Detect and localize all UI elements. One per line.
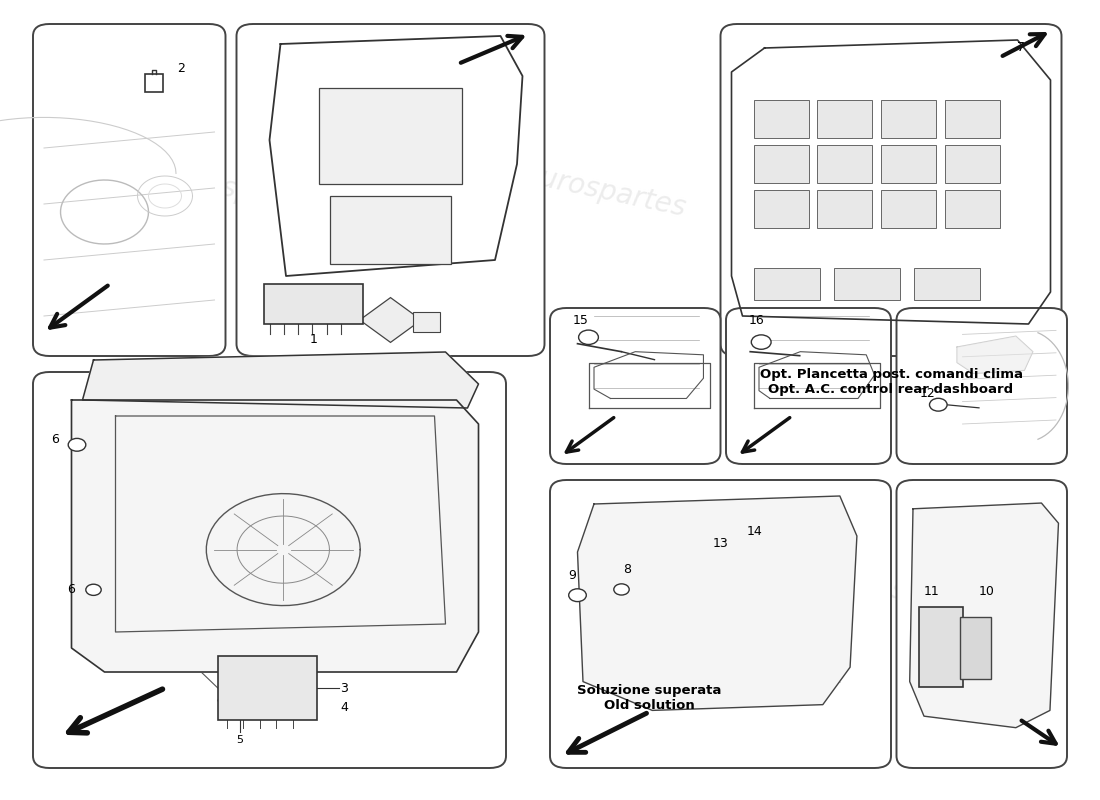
Text: 5: 5 bbox=[236, 735, 243, 745]
FancyBboxPatch shape bbox=[896, 480, 1067, 768]
Bar bbox=[817, 100, 872, 138]
Bar bbox=[918, 607, 962, 687]
Circle shape bbox=[579, 330, 598, 345]
Circle shape bbox=[930, 398, 947, 411]
Polygon shape bbox=[578, 496, 857, 710]
Text: Soluzione superata
Old solution: Soluzione superata Old solution bbox=[576, 684, 722, 712]
Text: eurospartes: eurospartes bbox=[740, 545, 910, 607]
FancyBboxPatch shape bbox=[236, 24, 544, 356]
Text: 7: 7 bbox=[1016, 41, 1024, 54]
Circle shape bbox=[68, 438, 86, 451]
Polygon shape bbox=[957, 336, 1033, 374]
Bar bbox=[754, 100, 808, 138]
Polygon shape bbox=[360, 298, 421, 342]
Polygon shape bbox=[72, 400, 478, 672]
Text: Opt. Plancetta post. comandi clima
Opt. A.C. control rear dashboard: Opt. Plancetta post. comandi clima Opt. … bbox=[759, 368, 1023, 396]
Bar bbox=[319, 88, 462, 184]
Text: 2: 2 bbox=[177, 62, 186, 74]
FancyBboxPatch shape bbox=[896, 308, 1067, 464]
Bar bbox=[960, 617, 991, 679]
Text: 1: 1 bbox=[309, 334, 318, 346]
Text: 6: 6 bbox=[51, 433, 59, 446]
Bar bbox=[145, 74, 163, 92]
Circle shape bbox=[569, 589, 586, 602]
Circle shape bbox=[86, 584, 101, 595]
Text: 8: 8 bbox=[623, 563, 631, 576]
FancyBboxPatch shape bbox=[550, 308, 720, 464]
Text: eurospartes: eurospartes bbox=[520, 161, 690, 223]
Polygon shape bbox=[82, 352, 478, 408]
Bar bbox=[330, 196, 451, 264]
Text: eurospartes: eurospartes bbox=[157, 161, 327, 223]
Bar bbox=[881, 145, 936, 183]
Bar bbox=[412, 312, 440, 332]
FancyBboxPatch shape bbox=[550, 480, 891, 768]
Bar bbox=[817, 190, 872, 228]
Bar bbox=[881, 100, 936, 138]
Bar bbox=[817, 145, 872, 183]
Circle shape bbox=[751, 335, 771, 350]
Bar bbox=[945, 190, 1000, 228]
Text: 11: 11 bbox=[924, 585, 939, 598]
Bar bbox=[264, 284, 363, 324]
FancyBboxPatch shape bbox=[33, 372, 506, 768]
Text: 3: 3 bbox=[340, 682, 349, 694]
Text: 10: 10 bbox=[979, 585, 994, 598]
Text: 6: 6 bbox=[67, 583, 76, 596]
FancyBboxPatch shape bbox=[726, 308, 891, 464]
Bar bbox=[218, 656, 317, 720]
Bar bbox=[881, 190, 936, 228]
Text: 13: 13 bbox=[713, 537, 728, 550]
Text: 16: 16 bbox=[749, 314, 764, 326]
Text: 9: 9 bbox=[568, 569, 576, 582]
Text: 12: 12 bbox=[920, 387, 935, 400]
Text: eurospartes: eurospartes bbox=[157, 545, 327, 607]
FancyBboxPatch shape bbox=[720, 24, 1062, 356]
Circle shape bbox=[614, 584, 629, 595]
Bar bbox=[945, 100, 1000, 138]
Bar bbox=[754, 145, 808, 183]
Bar bbox=[945, 145, 1000, 183]
Text: 14: 14 bbox=[747, 526, 762, 538]
Text: 15: 15 bbox=[573, 314, 588, 326]
Text: 4: 4 bbox=[340, 701, 349, 714]
FancyBboxPatch shape bbox=[33, 24, 226, 356]
Polygon shape bbox=[910, 503, 1058, 728]
Bar bbox=[754, 190, 808, 228]
Bar bbox=[754, 268, 820, 300]
Bar bbox=[834, 268, 900, 300]
Bar bbox=[914, 268, 980, 300]
